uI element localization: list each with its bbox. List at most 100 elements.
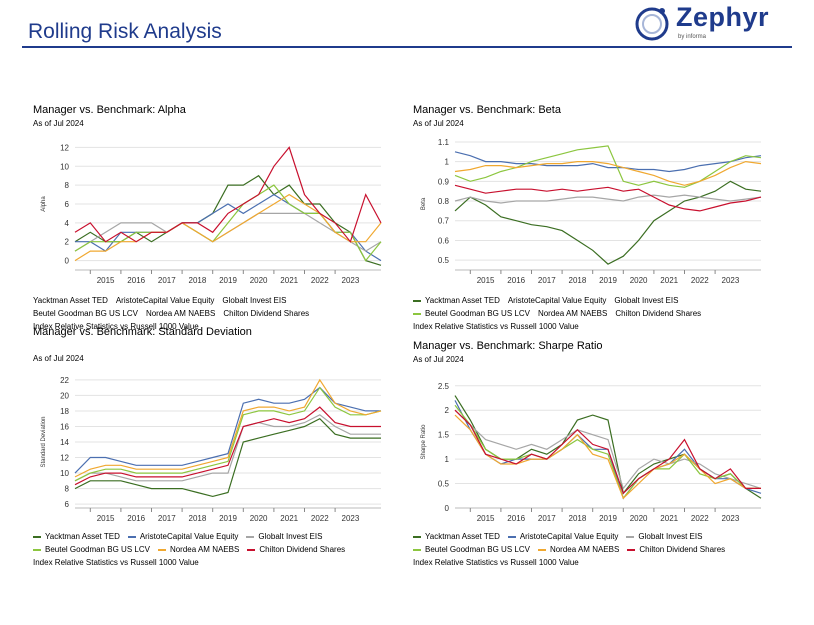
beta-panel: Manager vs. Benchmark: Beta As of Jul 20… [413,104,793,364]
x-tick-label: 2022 [691,514,709,523]
alpha-chart: 0 2 4 6 8 10 12 Alpha 2015 2016 2017 2018 2019 2020 20… [41,138,382,285]
legend-swatch [413,548,421,551]
y-tick-label: 8 [65,181,70,190]
y-axis-label: Standard Deviation [41,416,47,467]
legend-item: Globalt Invest EIS [626,532,702,541]
title-rule [22,46,792,48]
x-tick-label: 2022 [311,276,329,285]
y-tick-label: 0.5 [438,480,450,489]
y-axis-label: Beta [421,197,427,210]
legend-swatch [413,312,421,315]
legend-item: Chilton Dividend Shares [627,545,725,554]
x-tick-label: 2019 [599,514,617,523]
chart-subtitle: As of Jul 2024 [413,355,464,364]
y-tick-label: 8 [65,485,70,494]
legend-swatch [127,535,136,538]
stddev-panel: Manager vs. Benchmark: Standard Deviatio… [33,326,413,586]
x-tick-label: 2016 [507,276,525,285]
footnote: Index Relative Statistics vs Russell 100… [33,558,199,567]
plot-area [455,138,761,270]
plot-area [455,376,761,508]
x-tick-label: 2023 [342,276,360,285]
y-tick-label: 0.5 [438,256,450,265]
zephyr-logo-icon [635,7,669,41]
legend-swatch [627,548,636,551]
chart-title: Manager vs. Benchmark: Standard Deviatio… [33,326,252,338]
x-tick-label: 2023 [722,276,740,285]
y-tick-label: 20 [60,391,69,400]
series-line [74,386,381,474]
legend-swatch [413,535,421,538]
y-tick-label: 0 [65,257,70,266]
y-tick-label: 1.1 [438,138,450,147]
series-line [74,417,381,498]
x-tick-label: 2015 [97,514,115,523]
legend-item: AristoteCapital Value Equity [115,296,215,305]
footnote: Index Relative Statistics vs Russell 100… [413,558,579,567]
y-tick-label: 2 [445,406,450,415]
y-tick-label: 14 [60,438,69,447]
footnote: Index Relative Statistics vs Russell 100… [33,322,199,331]
y-tick-label: 18 [60,407,69,416]
chart-title: Manager vs. Benchmark: Sharpe Ratio [413,340,603,352]
legend-item: Yacktman Asset TED [33,532,120,541]
x-tick-label: 2021 [280,514,298,523]
series-line [454,180,762,265]
series-line [74,146,382,243]
y-tick-label: 10 [60,162,69,171]
page-title: Rolling Risk Analysis [28,20,222,43]
footnote: Index Relative Statistics vs Russell 100… [413,322,579,331]
x-tick-label: 2016 [507,514,525,523]
chart-legend: Yacktman Asset TED AristoteCapital Value … [413,294,709,333]
y-tick-label: 10 [60,469,69,478]
beta-chart: 0.5 0.6 0.7 0.8 0.9 1 1.1 Beta 2015 2016 2017 2018 2… [421,138,762,285]
x-tick-label: 2020 [250,514,268,523]
legend-item: AristoteCapital Value Equity [507,532,618,541]
chart-title: Manager vs. Benchmark: Beta [413,104,561,116]
zephyr-logo: Zephyr by informa [630,2,790,46]
series-line [454,151,762,173]
series-line [454,145,762,188]
x-tick-label: 2021 [660,276,678,285]
legend-item: AristoteCapital Value Equity [507,296,607,305]
legend-item: Chilton Dividend Shares [247,545,345,554]
legend-item: Chilton Dividend Shares [223,309,310,318]
x-tick-label: 2023 [342,514,360,523]
x-tick-label: 2016 [127,276,145,285]
legend-item: Globalt Invest EIS [222,296,287,305]
legend-swatch [413,299,421,302]
legend-item: Chilton Dividend Shares [615,309,702,318]
x-tick-label: 2023 [722,514,740,523]
series-line [74,378,382,478]
legend-swatch [246,535,255,538]
y-tick-label: 1.5 [438,431,450,440]
x-tick-label: 2015 [97,276,115,285]
legend-item: Yacktman Asset TED [413,296,500,305]
y-tick-label: 12 [60,454,69,463]
x-tick-label: 2021 [660,514,678,523]
legend-item: Nordea AM NAEBS [537,545,619,554]
y-tick-label: 0.7 [438,217,450,226]
y-tick-label: 2 [65,238,70,247]
x-tick-label: 2020 [630,276,648,285]
legend-item: Beutel Goodman BG US LCV [33,545,150,554]
x-tick-label: 2018 [189,514,207,523]
logo-tagline: by informa [678,34,707,40]
y-axis-label: Sharpe Ratio [421,424,427,460]
series-line [454,194,762,204]
chart-title: Manager vs. Benchmark: Alpha [33,104,186,116]
y-tick-label: 22 [60,376,69,385]
y-axis-label: Alpha [41,196,47,212]
legend-item: Yacktman Asset TED [413,532,500,541]
chart-legend: Yacktman Asset TED AristoteCapital Value … [413,530,733,569]
series-line [74,406,381,486]
series-line [454,184,762,212]
y-tick-label: 12 [60,143,69,152]
x-tick-label: 2019 [219,514,237,523]
sharpe-panel: Manager vs. Benchmark: Sharpe Ratio As o… [413,340,793,600]
y-tick-label: 1 [445,158,450,167]
chart-subtitle: As of Jul 2024 [33,119,84,128]
series-line [74,414,381,482]
legend-item: Nordea AM NAEBS [537,309,608,318]
